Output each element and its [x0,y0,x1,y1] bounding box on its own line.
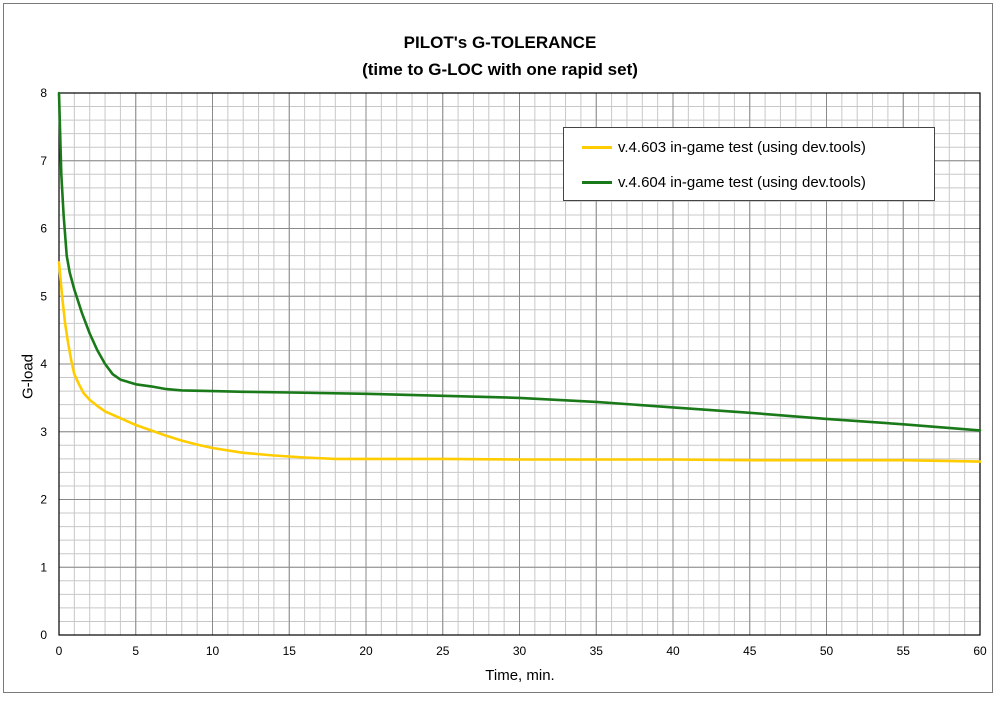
x-tick-label: 20 [359,644,373,658]
x-tick-label: 60 [973,644,987,658]
x-tick-label: 30 [513,644,527,658]
x-tick-label: 50 [820,644,834,658]
y-tick-label: 0 [40,628,47,642]
x-tick-label: 35 [590,644,604,658]
x-tick-label: 5 [132,644,139,658]
y-tick-label: 7 [40,154,47,168]
chart-subtitle: (time to G-LOC with one rapid set) [362,60,638,79]
legend-swatch-v4604 [582,180,612,184]
legend-item-v4604: v.4.604 in-game test (using dev.tools) [582,172,866,192]
x-tick-label: 45 [743,644,757,658]
y-axis-label: G-load [19,353,37,400]
y-tick-label: 2 [40,493,47,507]
x-tick-label: 25 [436,644,450,658]
legend-swatch-v4603 [582,145,612,149]
legend: v.4.603 in-game test (using dev.tools) v… [563,127,935,201]
y-tick-label: 5 [40,289,47,303]
chart-title: PILOT's G-TOLERANCE [403,33,597,52]
y-tick-label: 6 [40,222,47,236]
x-tick-label: 0 [56,644,63,658]
y-tick-label: 1 [40,560,47,574]
chart-frame [3,3,993,693]
legend-label-v4604: v.4.604 in-game test (using dev.tools) [618,173,866,191]
x-tick-label: 10 [206,644,220,658]
x-axis-label: Time, min. [485,667,555,684]
y-tick-label: 8 [40,86,47,100]
plot-border [58,92,981,636]
series-line-1 [57,91,982,432]
y-tick-label: 4 [40,357,47,371]
y-tick-label: 3 [40,425,47,439]
legend-item-v4603: v.4.603 in-game test (using dev.tools) [582,137,866,157]
series-line-0 [57,261,982,463]
x-tick-label: 15 [283,644,297,658]
x-tick-label: 55 [897,644,911,658]
x-tick-label: 40 [666,644,680,658]
legend-label-v4603: v.4.603 in-game test (using dev.tools) [618,138,866,156]
